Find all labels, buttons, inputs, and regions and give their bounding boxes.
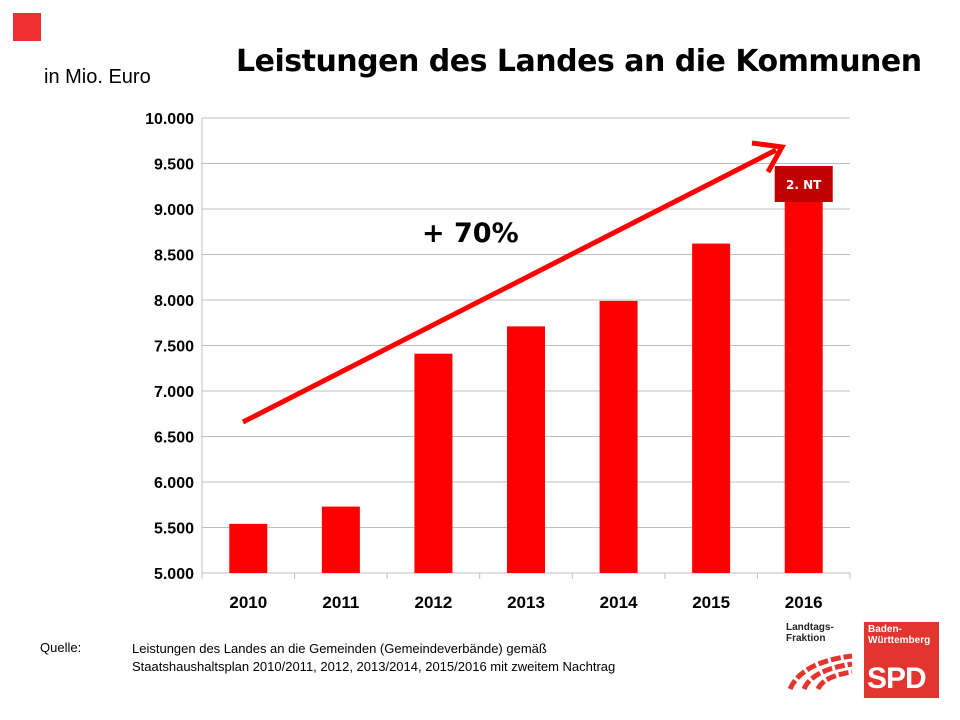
x-tick-label: 2014 [600,593,638,612]
y-tick-label: 9.500 [154,157,194,174]
fraktion-logo: Landtags- Fraktion [786,622,853,691]
bar-2010 [229,523,268,573]
y-tick-label: 5.500 [154,521,194,538]
x-tick-label: 2011 [322,593,359,612]
bar-2013 [507,326,545,573]
parliament-arcs-icon [787,653,853,691]
bar-2014 [599,300,638,573]
corner-marker [13,13,41,41]
spd-logo: Baden- Württemberg SPD [864,622,939,698]
region-line-2: Württemberg [868,635,931,646]
bar-2015 [692,243,731,573]
x-tick-label: 2012 [415,593,453,612]
growth-arrow-head [751,140,786,174]
bar-2016 [784,195,823,573]
fraktion-line-1: Landtags- [786,622,834,633]
y-tick-label: 7.000 [154,384,194,401]
x-tick-label: 2010 [229,593,267,612]
source-text: Leistungen des Landes an die Gemeinden (… [132,640,615,676]
x-tick-label: 2016 [785,593,823,612]
y-tick-label: 10.000 [145,111,194,128]
y-tick-label: 6.000 [154,475,194,492]
y-tick-label: 8.000 [154,293,194,310]
nachtrag-badge-label: 2. NT [786,178,822,192]
y-tick-label: 9.000 [154,202,194,219]
bar-2012 [414,353,453,573]
source-line-1: Leistungen des Landes an die Gemeinden (… [132,641,547,656]
source-line-2: Staatshaushaltsplan 2010/2011, 2012, 201… [132,659,616,674]
chart-title: Leistungen des Landes an die Kommunen [236,44,922,79]
region-line-1: Baden- [868,624,902,635]
y-tick-label: 7.500 [154,339,194,356]
source-label: Quelle: [40,640,82,655]
region-text: Baden- Württemberg [868,624,930,646]
nachtrag-badge [774,166,833,202]
y-tick-label: 6.500 [154,430,194,447]
growth-arrow-line [241,147,778,425]
x-tick-label: 2013 [507,593,545,612]
growth-label: + 70% [422,218,519,249]
x-tick-label: 2015 [692,593,730,612]
party-name: SPD [867,662,927,695]
y-axis-unit-label: in Mio. Euro [44,66,151,88]
fraktion-line-2: Fraktion [786,633,826,644]
bar-2011 [321,506,360,573]
y-tick-label: 8.500 [154,248,194,265]
y-tick-label: 5.000 [154,566,194,583]
